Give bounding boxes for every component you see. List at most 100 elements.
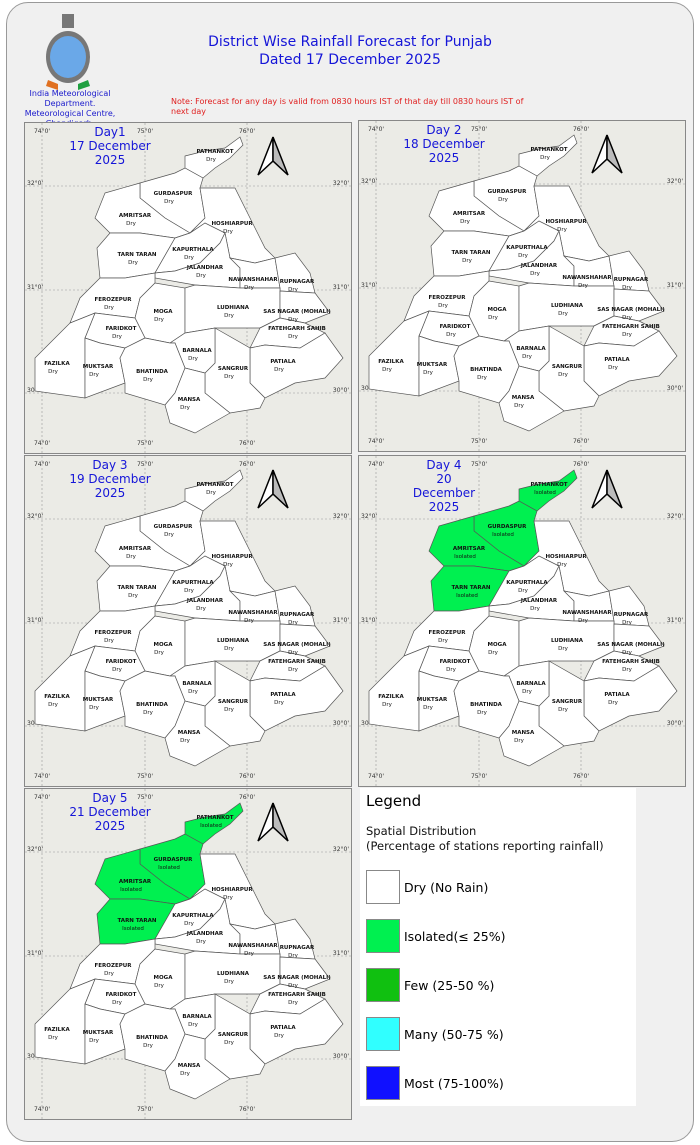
legend-swatch: [366, 1017, 400, 1051]
district-name-label: HOSHIARPUR: [545, 219, 587, 225]
district-status-label: Dry: [522, 689, 532, 695]
north-arrow-icon: [257, 802, 289, 842]
district-status-label: Dry: [288, 983, 298, 989]
day-title-line: 18 December: [403, 137, 485, 151]
lon-tick-label: 74°0': [34, 773, 50, 780]
district-name-label: AMRITSAR: [119, 213, 152, 219]
district-status-label: Dry: [89, 1038, 99, 1044]
district-name-label: BARNALA: [182, 681, 212, 687]
district-name-label: HOSHIARPUR: [545, 554, 587, 560]
district-name-label: PATIALA: [604, 357, 630, 363]
district-status-label: Dry: [423, 370, 433, 376]
district-status-label: Dry: [557, 227, 567, 233]
district-name-label: PATIALA: [270, 1025, 296, 1031]
district-name-label: JALANDHAR: [186, 931, 224, 937]
district-name-label: JALANDHAR: [186, 598, 224, 604]
legend-item: Few (25-50 %): [366, 968, 494, 1002]
lon-tick-label: 75°0': [137, 440, 153, 447]
district-name-label: LUDHIANA: [217, 638, 250, 644]
district-status-label: Dry: [446, 667, 456, 673]
district-name-label: KAPURTHALA: [172, 913, 214, 919]
district-name-label: FAZILKA: [378, 694, 404, 700]
district-mansa: [164, 700, 231, 767]
lat-tick-label: 32°0': [333, 513, 349, 520]
district-status-label: Dry: [518, 253, 528, 259]
district-status-label: Dry: [223, 229, 233, 235]
lat-tick-label: 30°0': [333, 1053, 349, 1060]
district-status-label: Dry: [288, 287, 298, 293]
district-status-label: Dry: [622, 285, 632, 291]
legend-item: Most (75-100%): [366, 1066, 504, 1100]
lon-tick-label: 74°0': [368, 773, 384, 780]
lon-tick-label: 76°0': [239, 461, 255, 468]
district-status-label: Dry: [143, 710, 153, 716]
district-name-label: FARIDKOT: [106, 326, 137, 332]
district-status-label: Dry: [104, 638, 114, 644]
district-name-label: FAZILKA: [44, 1027, 70, 1033]
lon-tick-label: 74°0': [34, 461, 50, 468]
day-title-line: 2025: [94, 153, 126, 167]
lon-tick-label: 75°0': [137, 461, 153, 468]
district-status-label: Dry: [224, 979, 234, 985]
district-name-label: AMRITSAR: [453, 211, 486, 217]
district-status-label: Dry: [206, 157, 216, 163]
district-status-label: Dry: [558, 372, 568, 378]
district-name-label: MANSA: [178, 397, 201, 403]
lat-tick-label: 31°0': [333, 617, 349, 624]
lon-tick-label: 76°0': [239, 128, 255, 135]
district-status-label: Dry: [180, 405, 190, 411]
district-status-label: Dry: [224, 707, 234, 713]
district-status-label: Isolated: [454, 554, 476, 560]
district-status-label: Dry: [514, 738, 524, 744]
district-name-label: NAWANSHAHAR: [562, 610, 612, 616]
org-line: Department.: [44, 99, 96, 108]
district-name-label: LUDHIANA: [551, 303, 584, 309]
district-status-label: Dry: [196, 273, 206, 279]
district-fazilka: [34, 645, 96, 732]
district-name-label: SANGRUR: [218, 366, 249, 372]
day-title-line: Day 5: [92, 791, 128, 805]
district-status-label: Dry: [622, 315, 632, 321]
district-status-label: Dry: [622, 650, 632, 656]
district-status-label: Isolated: [534, 490, 556, 496]
district-sas-nagar-mohali-: [279, 290, 331, 324]
district-status-label: Dry: [223, 895, 233, 901]
day-title: Day1 17 December 2025: [65, 125, 155, 167]
district-name-label: FEROZEPUR: [95, 630, 133, 636]
district-status-label: Dry: [48, 369, 58, 375]
district-name-label: LUDHIANA: [217, 971, 250, 977]
district-name-label: TARN TARAN: [117, 918, 156, 924]
district-status-label: Dry: [196, 606, 206, 612]
lat-tick-label: 31°0': [667, 617, 683, 624]
day-title: Day 4 20 December 2025: [399, 458, 489, 514]
district-name-label: MOGA: [154, 309, 174, 315]
district-name-label: PATIALA: [604, 692, 630, 698]
district-status-label: Dry: [126, 554, 136, 560]
district-mansa: [164, 1033, 231, 1100]
district-name-label: SANGRUR: [218, 1032, 249, 1038]
legend-label: Most (75-100%): [404, 1075, 504, 1091]
district-status-label: Dry: [188, 356, 198, 362]
district-name-label: JALANDHAR: [520, 263, 558, 269]
district-status-label: Dry: [143, 377, 153, 383]
lon-tick-label: 75°0': [137, 794, 153, 801]
lat-tick-label: 31°0': [27, 617, 43, 624]
punjab-map: 74°0' 74°0' 75°0' 75°0' 76°0' 76°0' 32°0' 32°0'…: [25, 123, 351, 453]
district-sas-nagar-mohali-: [279, 956, 331, 990]
day-title-line: 2025: [428, 500, 460, 514]
district-status-label: Dry: [154, 317, 164, 323]
north-arrow-icon: [257, 136, 289, 176]
day-title-line: Day 4: [426, 458, 462, 472]
district-status-label: Dry: [530, 271, 540, 277]
day-title-line: 19 December: [69, 472, 151, 486]
lon-tick-label: 76°0': [573, 773, 589, 780]
district-status-label: Dry: [382, 702, 392, 708]
district-name-label: FATEHGARH SAHIB: [602, 659, 660, 665]
district-name-label: FARIDKOT: [106, 992, 137, 998]
district-name-label: AMRITSAR: [119, 546, 152, 552]
district-status-label: Dry: [522, 354, 532, 360]
district-name-label: MOGA: [488, 307, 508, 313]
district-status-label: Isolated: [492, 532, 514, 538]
district-status-label: Dry: [477, 375, 487, 381]
day-title: Day 5 21 December 2025: [65, 791, 155, 833]
